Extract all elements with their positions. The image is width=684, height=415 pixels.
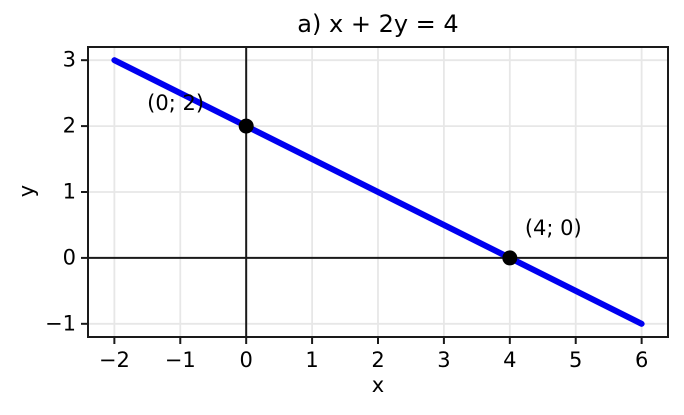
- point-label: (0; 2): [147, 91, 205, 116]
- x-tick-label: 0: [239, 348, 253, 372]
- y-tick-label: 2: [62, 113, 76, 138]
- x-tick-label: 1: [305, 348, 319, 372]
- x-tick-label: 5: [569, 348, 583, 372]
- data-point-marker: [502, 250, 518, 266]
- x-tick-label: 3: [437, 348, 451, 372]
- point-label: (4; 0): [524, 215, 582, 240]
- x-tick-label: −1: [164, 348, 196, 372]
- data-line: [111, 57, 645, 327]
- x-tick-label: 4: [503, 348, 517, 372]
- y-axis-label: y: [14, 184, 39, 198]
- x-tick-label: 2: [371, 348, 385, 372]
- x-tick-label: −2: [98, 348, 130, 372]
- data-point-marker: [238, 118, 254, 134]
- x-tick-label: 6: [634, 348, 649, 372]
- y-tick-label: −1: [45, 311, 76, 336]
- y-tick-label: 3: [62, 47, 76, 72]
- y-tick-label: 0: [62, 245, 76, 270]
- y-tick-label: 1: [62, 179, 76, 204]
- x-axis-label: x: [371, 373, 385, 397]
- chart-title: a) x + 2y = 4: [297, 10, 459, 38]
